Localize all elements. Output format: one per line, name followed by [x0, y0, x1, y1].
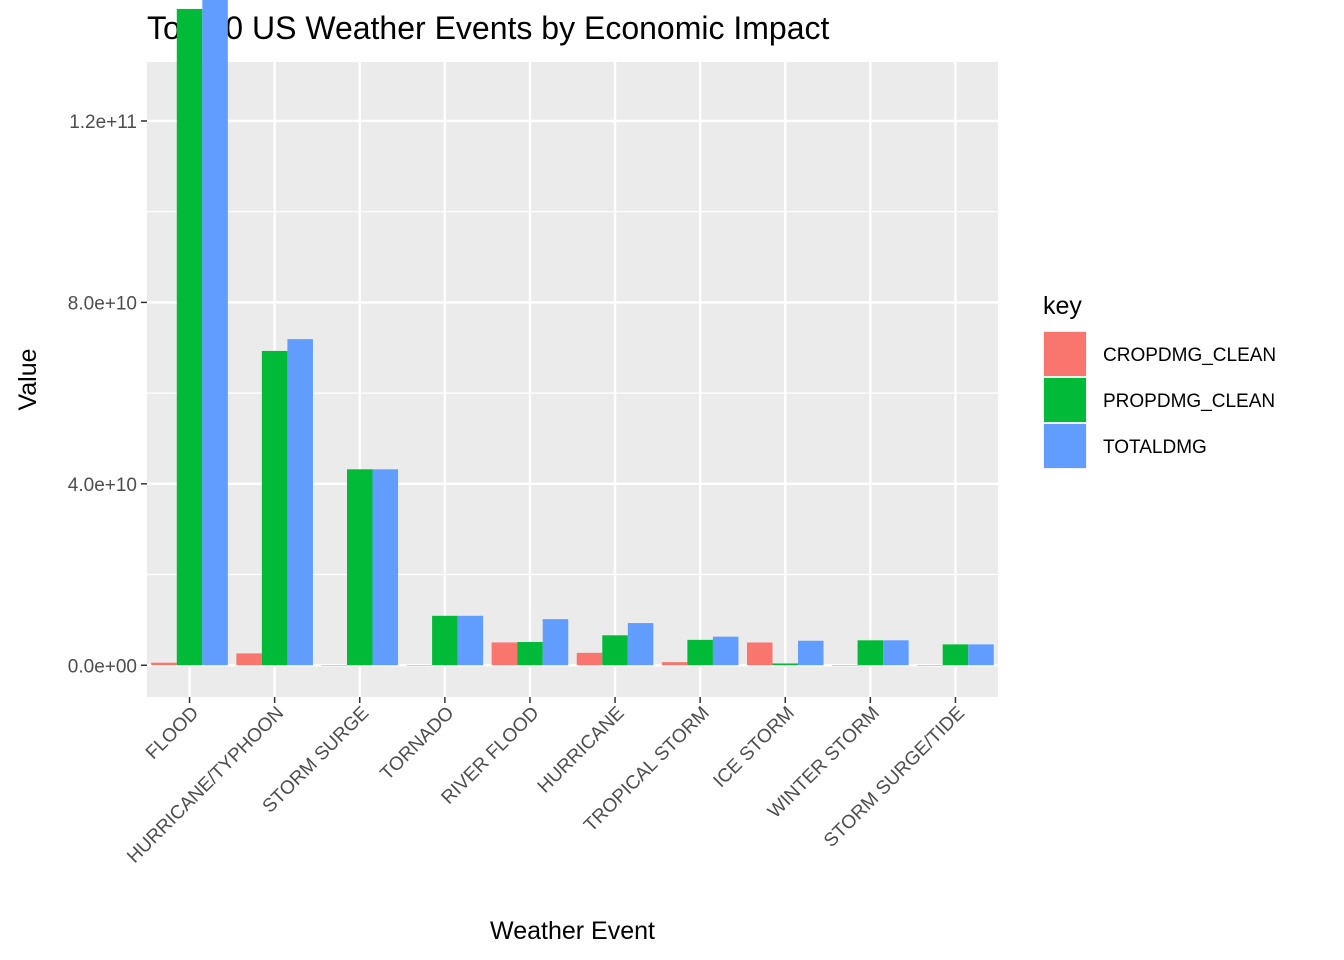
bar-propdmg-clean: [261, 350, 288, 666]
bar-cropdmg-clean: [746, 642, 773, 666]
bar-cropdmg-clean: [321, 665, 347, 666]
bar-cropdmg-clean: [491, 642, 518, 666]
bar-totaldmg: [798, 640, 824, 666]
bar-totaldmg: [287, 339, 313, 666]
y-tick-label: 0.0e+00: [68, 656, 137, 677]
bar-cropdmg-clean: [917, 665, 943, 666]
legend-swatch: [1044, 424, 1086, 468]
chart-title: Top 10 US Weather Events by Economic Imp…: [147, 10, 830, 46]
x-tick-label: STORM SURGE/TIDE: [820, 703, 969, 852]
bar-cropdmg-clean: [576, 652, 603, 666]
bar-totaldmg: [712, 636, 739, 666]
bar-propdmg-clean: [687, 639, 713, 666]
bar-cropdmg-clean: [151, 662, 177, 666]
bar-propdmg-clean: [602, 635, 628, 666]
legend-label: TOTALDMG: [1103, 437, 1207, 458]
bar-propdmg-clean: [176, 8, 203, 666]
legend-label: CROPDMG_CLEAN: [1103, 345, 1276, 366]
legend-label: PROPDMG_CLEAN: [1103, 391, 1275, 412]
bar-totaldmg: [457, 615, 484, 666]
bar-propdmg-clean: [857, 640, 884, 666]
y-tick-label: 4.0e+10: [68, 475, 137, 496]
bar-totaldmg: [883, 640, 909, 666]
bar-totaldmg: [968, 644, 994, 666]
x-tick-label: ICE STORM: [710, 703, 799, 792]
legend-title: key: [1043, 292, 1082, 320]
bar-totaldmg: [542, 619, 569, 666]
bar-cropdmg-clean: [236, 653, 262, 666]
bar-propdmg-clean: [432, 615, 458, 666]
bar-totaldmg: [202, 0, 228, 666]
bar-cropdmg-clean: [832, 665, 858, 666]
x-tick-label: TORNADO: [377, 703, 459, 785]
bar-cropdmg-clean: [661, 662, 688, 666]
x-tick-label: HURRICANE: [534, 703, 629, 798]
bar-propdmg-clean: [346, 469, 373, 666]
bar-propdmg-clean: [942, 644, 969, 666]
bar-totaldmg: [627, 623, 654, 666]
x-axis-title: Weather Event: [490, 917, 655, 945]
bar-totaldmg: [372, 469, 399, 666]
x-tick-label: FLOOD: [142, 703, 203, 764]
legend-swatch: [1044, 378, 1086, 422]
y-tick-label: 8.0e+10: [68, 293, 137, 314]
legend-swatch: [1044, 332, 1086, 376]
y-tick-label: 1.2e+11: [69, 112, 137, 133]
y-axis-title: Value: [14, 348, 42, 410]
bar-cropdmg-clean: [406, 665, 433, 666]
bar-propdmg-clean: [772, 663, 799, 666]
x-tick-label: HURRICANE/TYPHOON: [123, 703, 288, 868]
bar-propdmg-clean: [517, 642, 543, 666]
